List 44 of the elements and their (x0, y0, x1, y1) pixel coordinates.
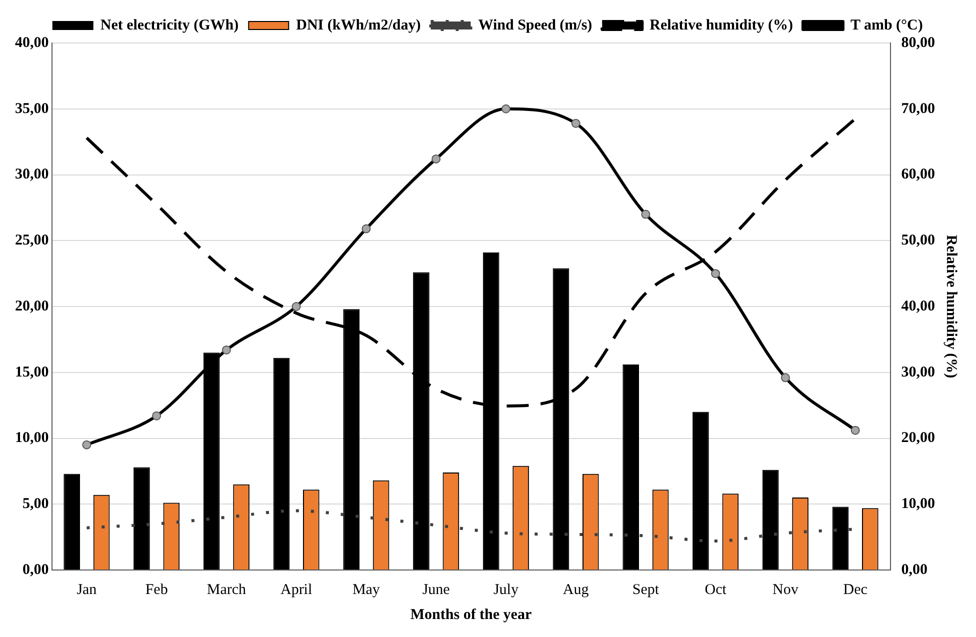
y2-tick-label: 30,00 (901, 364, 935, 380)
y-tick-label: 15,00 (15, 364, 49, 380)
x-tick-label: Nov (772, 582, 799, 598)
bar (134, 467, 150, 570)
y2-tick-label: 0,00 (901, 562, 928, 578)
y2-tick-label: 60,00 (901, 166, 935, 183)
x-tick-label: Jan (76, 582, 98, 598)
x-axis-title: Months of the year (410, 606, 532, 623)
bar (692, 412, 709, 570)
x-tick-label: April (280, 582, 312, 598)
y-tick-label: 5,00 (22, 496, 49, 512)
x-tick-label: Feb (145, 582, 168, 598)
legend-label: Relative humidity (%) (650, 17, 793, 34)
x-tick-label: May (352, 582, 380, 598)
y2-tick-label: 20,00 (901, 430, 935, 446)
legend-label: DNI (kWh/m2/day) (296, 17, 421, 34)
bar (64, 474, 80, 570)
y2-axis-title: Relative humidity (%) (943, 234, 960, 378)
x-tick-label: Aug (562, 582, 590, 598)
y2-tick-label: 10,00 (901, 496, 935, 512)
y2-tick-label: 50,00 (901, 232, 935, 248)
y-tick-label: 20,00 (15, 298, 49, 314)
x-tick-label: March (206, 582, 247, 598)
y-tick-label: 0,00 (22, 562, 49, 578)
y-tick-label: 25,00 (15, 232, 49, 248)
bar (622, 364, 640, 570)
y2-tick-label: 80,00 (901, 34, 935, 51)
y-tick-label: 30,00 (15, 166, 49, 183)
y2-tick-label: 40,00 (901, 298, 935, 314)
bar (762, 470, 779, 570)
y-tick-label: 35,00 (15, 100, 49, 117)
bar (832, 506, 849, 570)
legend-label: T amb (°C) (850, 17, 923, 34)
x-tick-label: July (493, 582, 519, 598)
y-tick-label: 40,00 (15, 34, 49, 51)
y2-tick-label: 70,00 (901, 100, 935, 117)
legend-label: Net electricity (GWh) (100, 17, 239, 34)
x-tick-label: Oct (704, 582, 728, 598)
x-tick-label: Sept (632, 582, 660, 598)
y-tick-label: 10,00 (15, 430, 49, 446)
x-tick-label: Dec (843, 582, 868, 598)
x-tick-label: June (422, 582, 450, 598)
bar (273, 358, 290, 570)
legend-label: Wind Speed (m/s) (478, 17, 592, 34)
